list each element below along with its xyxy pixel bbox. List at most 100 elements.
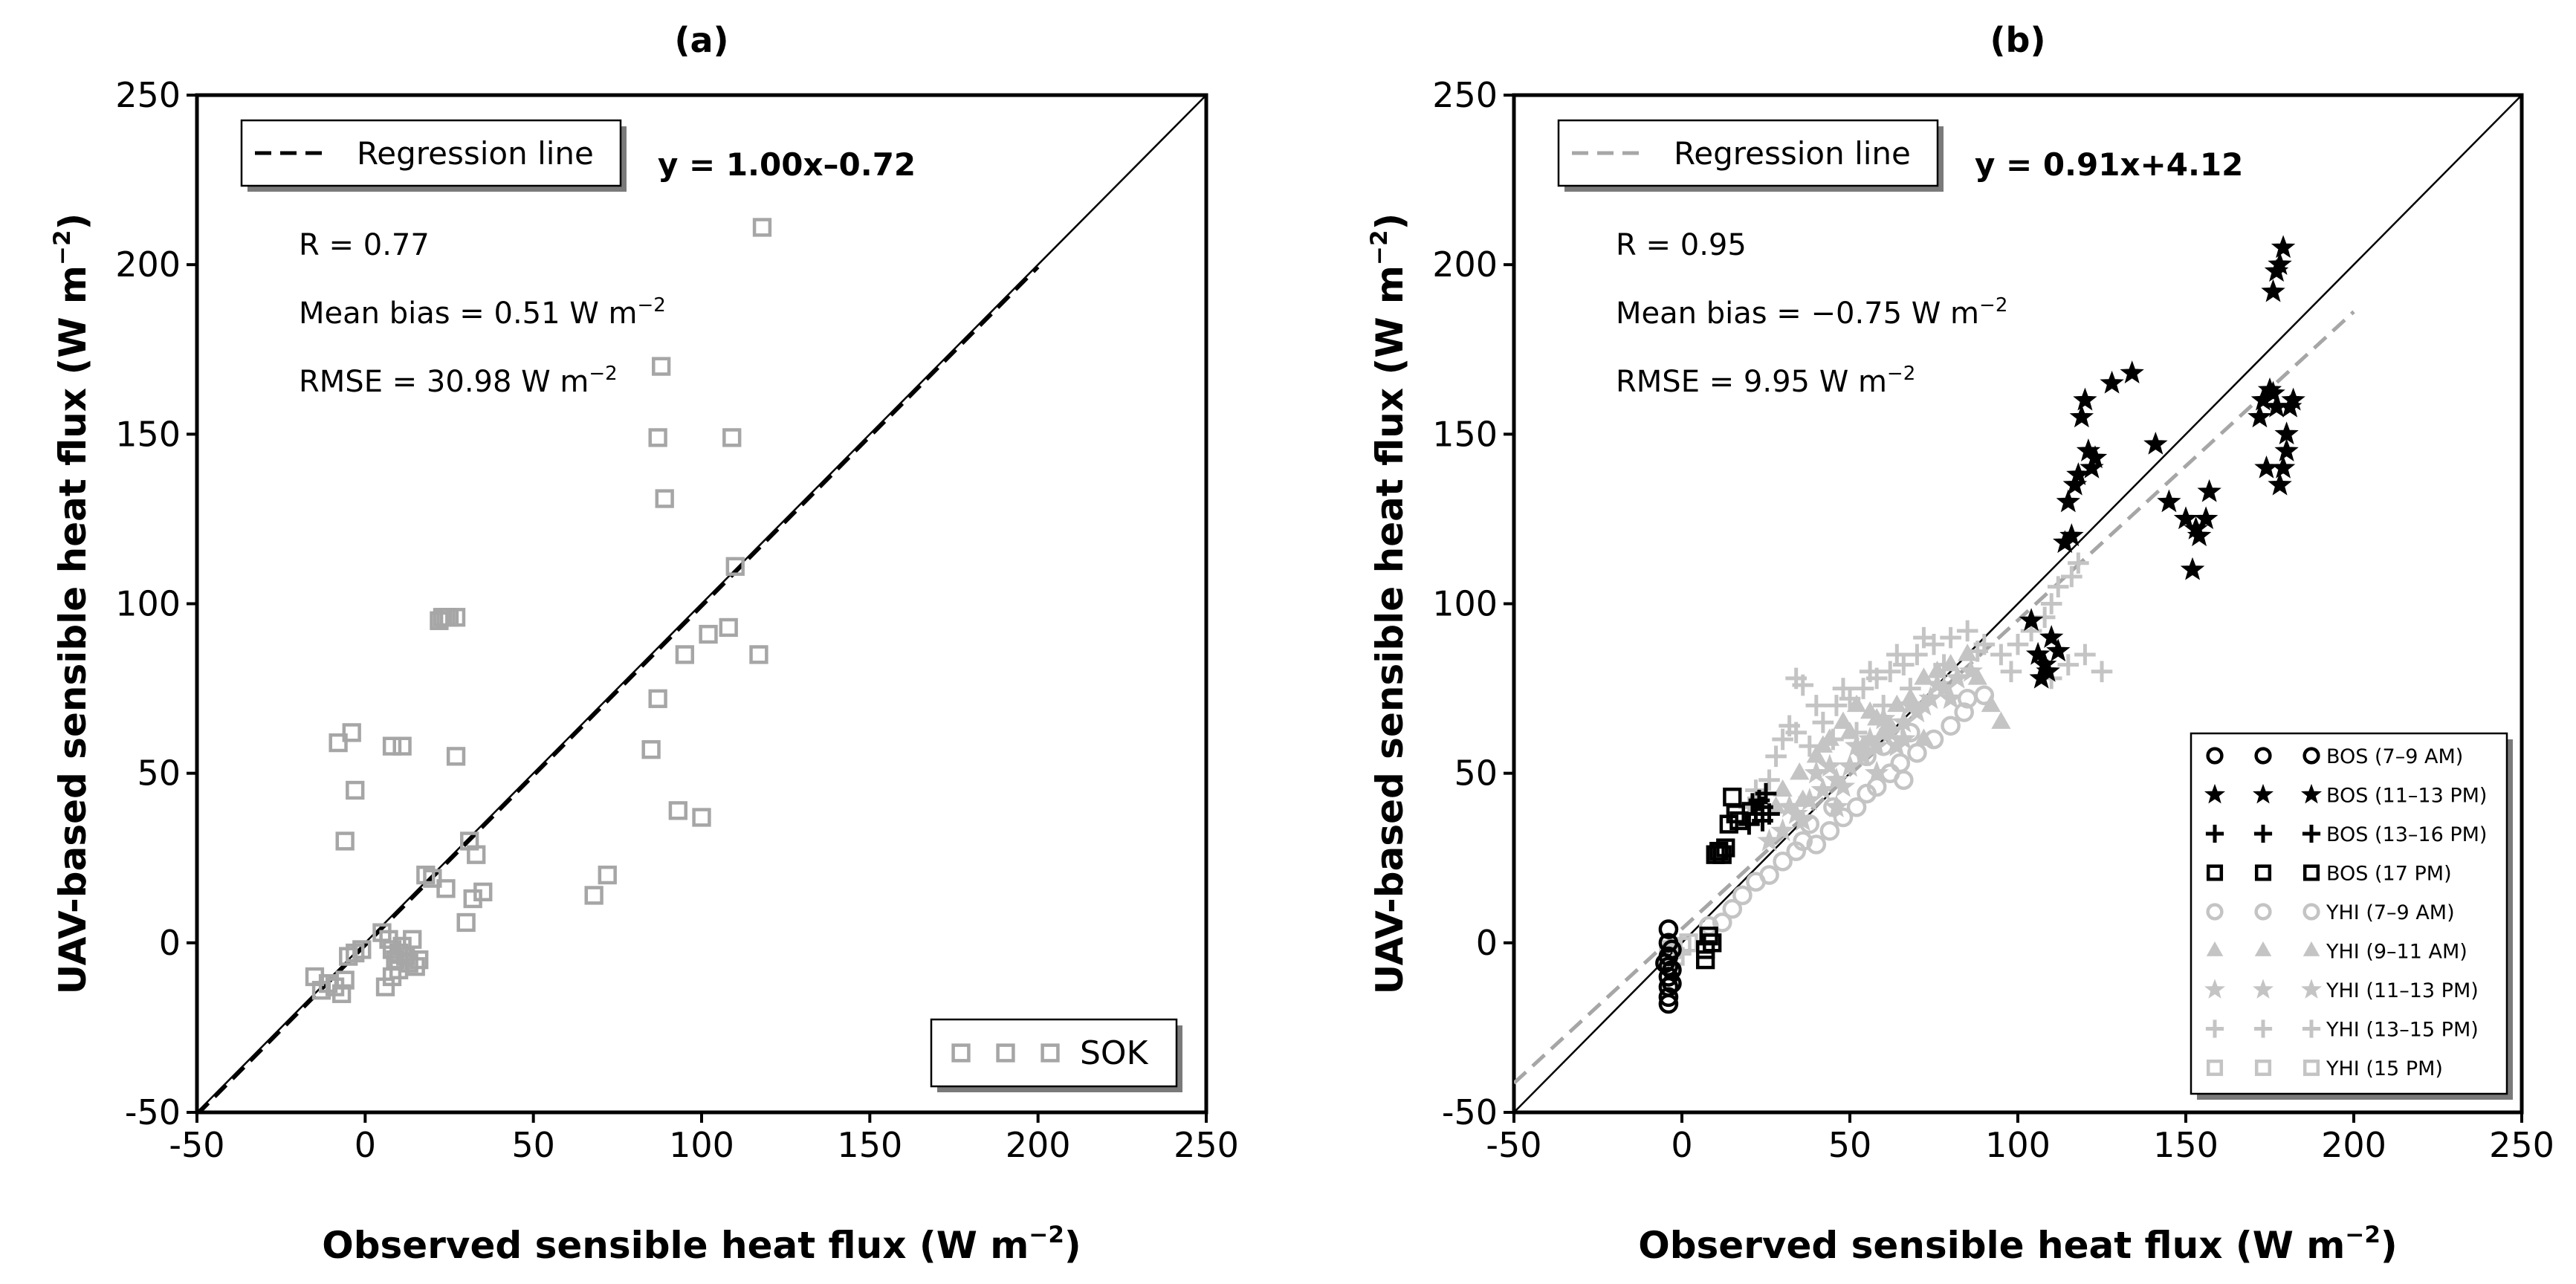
plot-area	[1514, 95, 2522, 1112]
data-point	[1958, 658, 1983, 682]
regression-legend-box	[240, 119, 622, 187]
series-legend-label: BOS (7–9 AM)	[2326, 745, 2463, 768]
data-point	[719, 617, 738, 638]
data-point	[2059, 523, 2084, 547]
data-point	[382, 736, 402, 756]
data-point	[1898, 693, 1923, 716]
data-point	[1799, 735, 1821, 757]
data-point	[1941, 716, 1961, 736]
data-point	[1813, 735, 1833, 753]
regression-legend-box	[1557, 119, 1939, 187]
data-point	[1759, 865, 1779, 885]
data-point	[2039, 625, 2064, 648]
data-point	[2061, 565, 2083, 588]
x-tick-label: 150	[837, 1125, 902, 1165]
series-legend-label: YHI (11–13 PM)	[2326, 979, 2479, 1002]
data-point	[1805, 695, 1828, 716]
data-point	[1891, 726, 1916, 750]
data-point	[423, 869, 442, 888]
data-points	[1655, 235, 2305, 1014]
data-point	[1852, 678, 1874, 699]
data-point	[675, 645, 695, 664]
panel-title: (a)	[674, 20, 728, 60]
data-point	[2073, 387, 2097, 411]
data-point	[1806, 834, 1827, 855]
data-point	[2254, 455, 2279, 479]
y-tick-label: 250	[115, 75, 181, 115]
legend-marker	[2205, 1019, 2224, 1038]
y-tick-label: 250	[1432, 75, 1498, 115]
data-points	[305, 218, 772, 1003]
data-point	[1866, 776, 1887, 797]
x-tick-label: -50	[169, 1125, 224, 1165]
data-point	[1790, 762, 1810, 780]
data-point	[648, 689, 667, 708]
data-point	[1825, 695, 1848, 716]
data-point	[1845, 722, 1868, 744]
data-point	[1967, 641, 1989, 662]
legend-marker	[2206, 864, 2224, 881]
legend-marker	[2302, 824, 2321, 843]
data-point	[725, 557, 745, 576]
data-point	[1913, 626, 1935, 649]
y-tick-label: 100	[1432, 584, 1498, 624]
data-point	[2100, 370, 2124, 394]
legend-marker	[2205, 824, 2224, 843]
legend-marker	[2204, 783, 2225, 804]
data-point	[652, 357, 671, 376]
data-point	[2268, 472, 2292, 496]
data-point	[456, 912, 476, 933]
data-point	[1729, 811, 1749, 831]
y-tick-label: -50	[125, 1092, 181, 1132]
data-point	[1817, 753, 1842, 777]
data-point	[2261, 279, 2285, 302]
y-tick-label: -50	[1442, 1092, 1498, 1132]
data-point	[2000, 661, 2022, 683]
data-point	[1914, 667, 1934, 685]
y-axis-label: UAV-based sensible heat flux (W m−2)	[49, 213, 94, 995]
stat-text: Mean bias = 0.51 W m−2	[299, 294, 666, 331]
data-point	[668, 801, 687, 820]
data-point	[692, 808, 711, 827]
data-point	[2180, 557, 2205, 580]
regression-legend-label: Regression line	[1674, 135, 1911, 172]
data-point	[1655, 953, 1675, 973]
data-point	[2193, 506, 2219, 530]
data-point	[1954, 702, 1974, 722]
data-point	[1723, 787, 1742, 807]
data-point	[1752, 810, 1773, 831]
stat-text: RMSE = 30.98 W m−2	[299, 363, 618, 399]
y-axis-label: UAV-based sensible heat flux (W m−2)	[1366, 213, 1411, 995]
data-point	[2019, 608, 2044, 632]
data-point	[1974, 685, 1995, 706]
data-point	[1819, 820, 1840, 841]
legend-marker	[2302, 747, 2320, 765]
data-point	[1822, 728, 1844, 750]
legend-marker	[2301, 783, 2322, 804]
stat-text: R = 0.95	[1616, 228, 1747, 262]
regression-equation: y = 1.00x–0.72	[658, 146, 916, 183]
data-point	[392, 736, 412, 756]
data-point	[331, 984, 352, 1003]
data-point	[2264, 394, 2289, 418]
legend-marker	[951, 1043, 971, 1063]
data-point	[1991, 711, 2011, 729]
x-tick-label: 250	[2489, 1125, 2554, 1165]
series-legend-box	[2190, 732, 2508, 1095]
data-point	[342, 723, 361, 742]
y-tick-label: 200	[1432, 244, 1498, 285]
data-point	[584, 886, 603, 905]
data-point	[655, 489, 674, 508]
legend-marker	[2302, 1019, 2321, 1038]
data-point	[2069, 404, 2094, 428]
series-legend-label: YHI (7–9 AM)	[2326, 901, 2455, 924]
data-point	[2091, 661, 2113, 683]
series-legend-label: BOS (17 PM)	[2326, 863, 2452, 886]
data-point	[1703, 933, 1722, 953]
data-point	[722, 428, 742, 447]
series-legend-label: YHI (9–11 AM)	[2326, 941, 2467, 964]
data-point	[598, 865, 617, 885]
x-axis-label: Observed sensible heat flux (W m−2)	[1638, 1222, 2398, 1267]
data-point	[1790, 808, 1815, 831]
data-point	[436, 879, 456, 898]
